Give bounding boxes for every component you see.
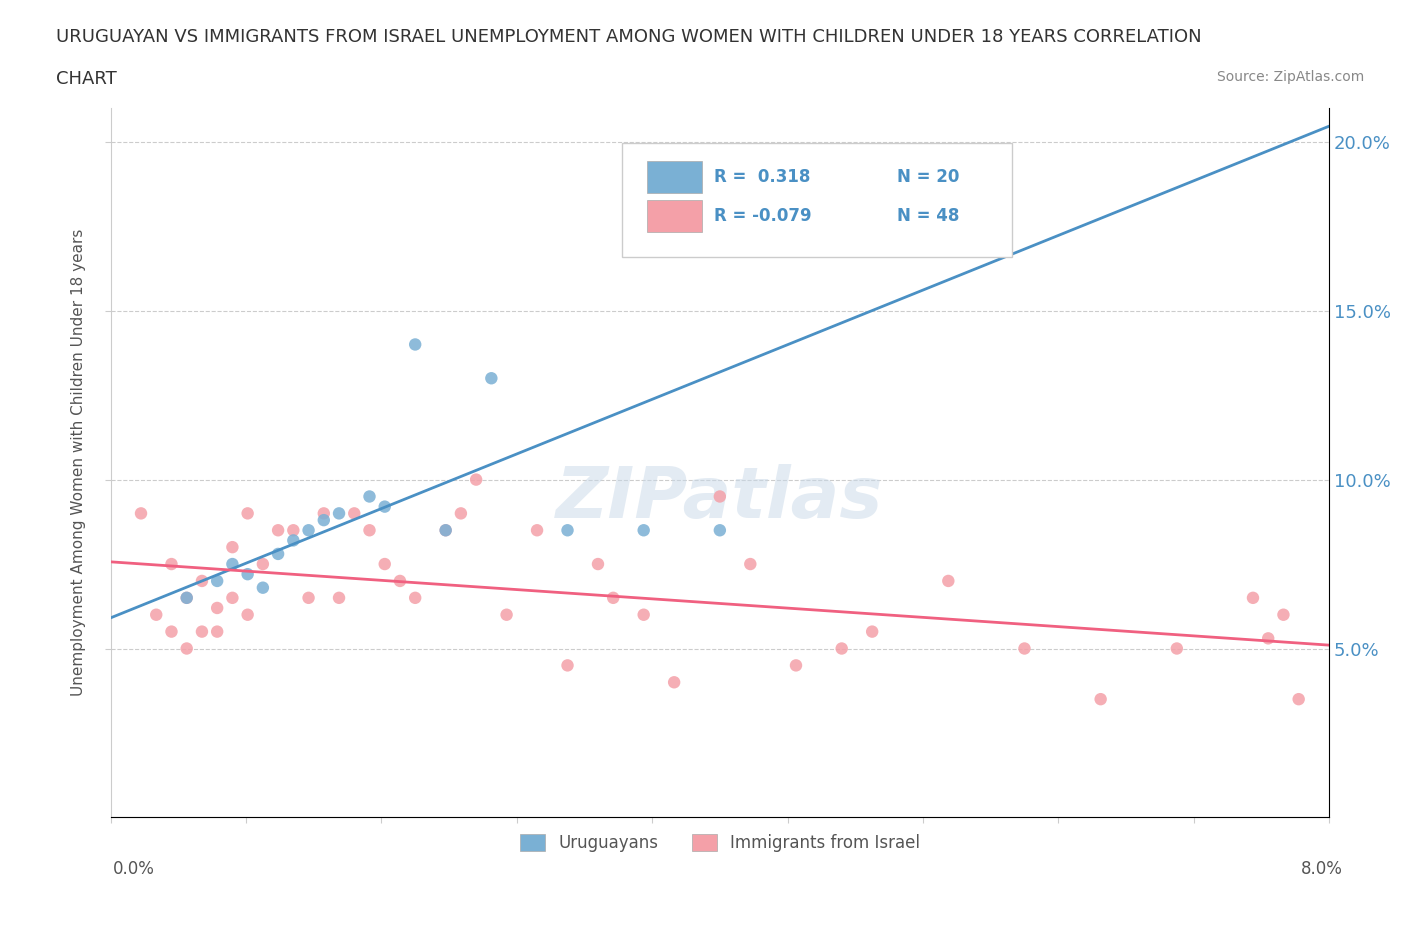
Point bbox=[831, 641, 853, 656]
FancyBboxPatch shape bbox=[623, 143, 1012, 257]
Point bbox=[343, 506, 366, 521]
Point bbox=[495, 607, 517, 622]
Point bbox=[221, 591, 243, 605]
Point bbox=[434, 523, 457, 538]
Point bbox=[160, 624, 183, 639]
Point bbox=[404, 337, 426, 352]
Point bbox=[602, 591, 624, 605]
Point bbox=[1257, 631, 1279, 645]
Text: 0.0%: 0.0% bbox=[112, 860, 155, 878]
Point bbox=[557, 523, 579, 538]
Point bbox=[1241, 591, 1264, 605]
Point bbox=[785, 202, 807, 217]
FancyBboxPatch shape bbox=[647, 200, 702, 232]
Legend: Uruguayans, Immigrants from Israel: Uruguayans, Immigrants from Israel bbox=[513, 827, 927, 858]
Point bbox=[283, 523, 305, 538]
Point bbox=[785, 658, 807, 672]
Point bbox=[359, 523, 381, 538]
Point bbox=[709, 523, 731, 538]
Point bbox=[586, 557, 609, 572]
Point bbox=[191, 574, 214, 589]
Point bbox=[297, 523, 319, 538]
Point bbox=[709, 489, 731, 504]
Point bbox=[205, 574, 228, 589]
Point bbox=[191, 624, 214, 639]
Point bbox=[450, 506, 472, 521]
Point bbox=[1272, 607, 1295, 622]
Point bbox=[1014, 641, 1036, 656]
Point bbox=[328, 506, 350, 521]
Point bbox=[176, 641, 198, 656]
Point bbox=[297, 591, 319, 605]
Point bbox=[1166, 641, 1188, 656]
Point bbox=[936, 574, 959, 589]
Text: URUGUAYAN VS IMMIGRANTS FROM ISRAEL UNEMPLOYMENT AMONG WOMEN WITH CHILDREN UNDER: URUGUAYAN VS IMMIGRANTS FROM ISRAEL UNEM… bbox=[56, 28, 1202, 46]
Point bbox=[312, 506, 335, 521]
Point bbox=[205, 624, 228, 639]
Text: CHART: CHART bbox=[56, 70, 117, 87]
Point bbox=[176, 591, 198, 605]
Point bbox=[633, 607, 655, 622]
Point bbox=[205, 601, 228, 616]
Point bbox=[328, 591, 350, 605]
Point bbox=[236, 607, 259, 622]
Point bbox=[633, 523, 655, 538]
Point bbox=[479, 371, 502, 386]
Text: R = -0.079: R = -0.079 bbox=[714, 206, 811, 225]
Point bbox=[557, 658, 579, 672]
Point bbox=[221, 557, 243, 572]
Text: ZIPatlas: ZIPatlas bbox=[557, 464, 883, 533]
Point bbox=[252, 580, 274, 595]
Point bbox=[465, 472, 488, 487]
Point bbox=[160, 557, 183, 572]
Point bbox=[312, 512, 335, 527]
Y-axis label: Unemployment Among Women with Children Under 18 years: Unemployment Among Women with Children U… bbox=[72, 229, 86, 697]
Point bbox=[374, 557, 396, 572]
Point bbox=[860, 624, 883, 639]
Point bbox=[176, 591, 198, 605]
Point bbox=[145, 607, 167, 622]
Point bbox=[388, 574, 411, 589]
Point bbox=[252, 557, 274, 572]
Point bbox=[359, 489, 381, 504]
Point bbox=[434, 523, 457, 538]
Point bbox=[283, 533, 305, 548]
Text: N = 48: N = 48 bbox=[897, 206, 959, 225]
Point bbox=[267, 523, 290, 538]
Point bbox=[129, 506, 152, 521]
Point bbox=[221, 539, 243, 554]
Point bbox=[404, 591, 426, 605]
Point bbox=[236, 506, 259, 521]
Point bbox=[1288, 692, 1310, 707]
Point bbox=[236, 566, 259, 581]
Text: N = 20: N = 20 bbox=[897, 167, 959, 186]
Point bbox=[267, 547, 290, 562]
Point bbox=[662, 675, 685, 690]
Point bbox=[1090, 692, 1112, 707]
Point bbox=[526, 523, 548, 538]
Text: Source: ZipAtlas.com: Source: ZipAtlas.com bbox=[1216, 70, 1364, 84]
Point bbox=[860, 235, 883, 250]
Point bbox=[740, 557, 762, 572]
FancyBboxPatch shape bbox=[647, 161, 702, 193]
Point bbox=[374, 499, 396, 514]
Text: R =  0.318: R = 0.318 bbox=[714, 167, 810, 186]
Text: 8.0%: 8.0% bbox=[1301, 860, 1343, 878]
